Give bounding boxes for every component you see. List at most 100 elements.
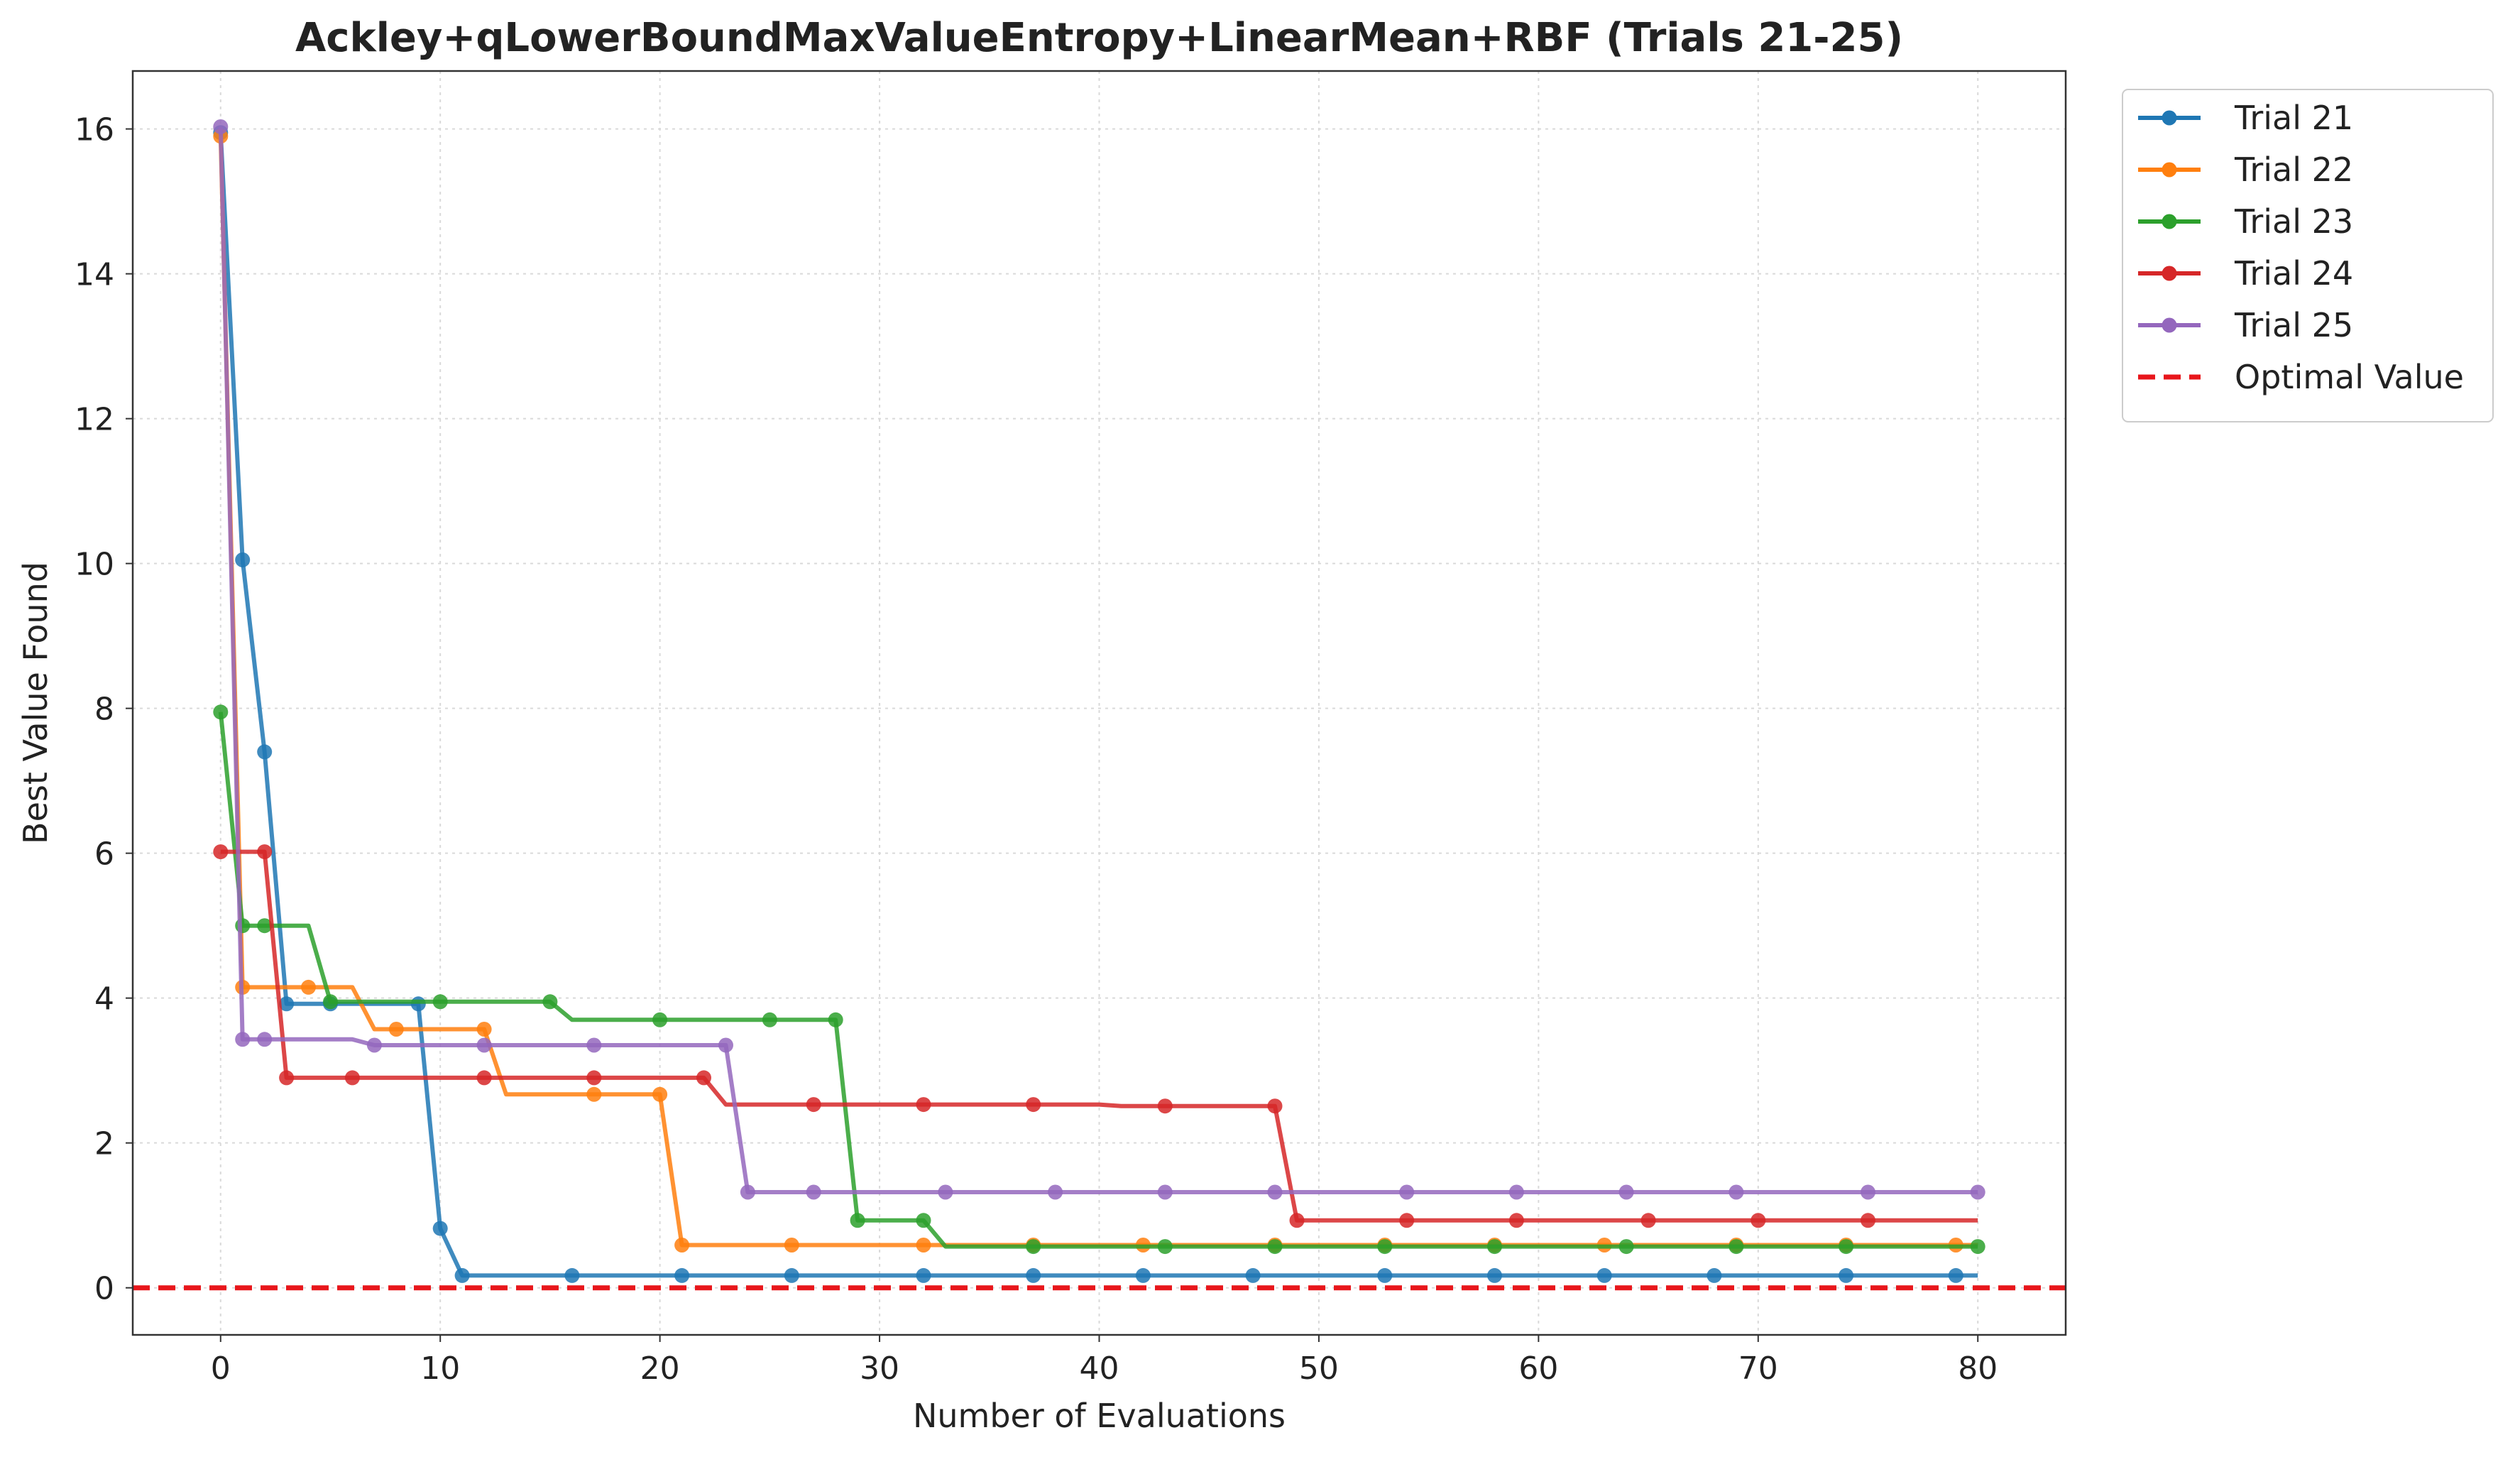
data-point xyxy=(257,744,273,760)
legend-label: Trial 21 xyxy=(2234,99,2353,137)
x-tick-label: 30 xyxy=(860,1350,899,1387)
data-point xyxy=(235,1032,251,1047)
data-point xyxy=(916,1097,931,1113)
data-point xyxy=(1861,1184,1875,1200)
data-point xyxy=(850,1213,865,1228)
data-point xyxy=(257,1032,273,1047)
data-point xyxy=(366,1037,382,1053)
series-trial-22 xyxy=(213,129,1978,1253)
series-trial-21 xyxy=(213,125,1978,1283)
data-point xyxy=(1135,1267,1151,1283)
data-point xyxy=(1377,1267,1393,1283)
data-point xyxy=(1839,1267,1854,1283)
y-tick-label: 4 xyxy=(94,981,114,1017)
data-point xyxy=(784,1238,799,1253)
y-tick-label: 14 xyxy=(75,257,114,293)
data-point xyxy=(1267,1098,1283,1114)
data-point xyxy=(1487,1267,1502,1283)
chart-title: Ackley+qLowerBoundMaxValueEntropy+Linear… xyxy=(295,15,1903,61)
x-tick-label: 80 xyxy=(1958,1350,1998,1387)
data-point xyxy=(1508,1213,1524,1228)
y-tick-label: 0 xyxy=(94,1271,114,1307)
data-point xyxy=(784,1267,799,1283)
data-point xyxy=(938,1184,953,1200)
data-point xyxy=(257,844,273,860)
data-point xyxy=(806,1097,821,1113)
data-point xyxy=(1026,1267,1041,1283)
y-tick-label: 8 xyxy=(94,692,114,728)
data-point xyxy=(1399,1184,1415,1200)
data-point xyxy=(652,1086,668,1102)
data-point xyxy=(1048,1184,1063,1200)
data-point xyxy=(586,1070,602,1086)
data-point xyxy=(916,1238,931,1253)
data-point xyxy=(432,1221,448,1236)
data-point xyxy=(1289,1213,1305,1228)
data-point xyxy=(1157,1184,1173,1200)
legend-label: Optimal Value xyxy=(2235,358,2464,396)
data-point xyxy=(476,1070,492,1086)
series-trial-24 xyxy=(213,844,1978,1228)
data-point xyxy=(1970,1184,1985,1200)
x-tick-label: 50 xyxy=(1299,1350,1339,1387)
x-axis-label: Number of Evaluations xyxy=(913,1397,1286,1435)
legend-label: Trial 25 xyxy=(2234,306,2353,344)
legend-marker xyxy=(2162,266,2177,281)
data-point xyxy=(476,1022,492,1037)
data-point xyxy=(1707,1267,1722,1283)
legend: Trial 21 Trial 22 Trial 23 Trial 24 Trial 25… xyxy=(2122,89,2494,422)
data-point xyxy=(454,1267,470,1283)
data-point xyxy=(806,1184,821,1200)
legend-label: Trial 23 xyxy=(2234,202,2353,241)
data-point xyxy=(1640,1213,1656,1228)
data-point xyxy=(213,119,229,134)
y-tick-label: 6 xyxy=(94,836,114,873)
legend-entry: Trial 22 xyxy=(2138,151,2353,189)
y-tick-label: 16 xyxy=(75,112,114,148)
legend-entry: Trial 24 xyxy=(2138,254,2353,293)
data-point xyxy=(1026,1239,1041,1255)
data-point xyxy=(1970,1239,1985,1255)
data-point xyxy=(916,1213,931,1228)
data-point xyxy=(1487,1239,1502,1255)
data-point xyxy=(1729,1239,1744,1255)
x-tick-label: 0 xyxy=(211,1350,231,1387)
data-point xyxy=(1839,1239,1854,1255)
data-point xyxy=(586,1037,602,1053)
data-point xyxy=(1948,1267,1963,1283)
legend-box xyxy=(2122,89,2494,422)
data-point xyxy=(1729,1184,1744,1200)
data-point xyxy=(388,1022,404,1037)
data-point xyxy=(1399,1213,1415,1228)
data-point xyxy=(1596,1267,1612,1283)
data-point xyxy=(1861,1213,1875,1228)
data-point xyxy=(1157,1239,1173,1255)
data-point xyxy=(213,704,229,720)
x-tick-label: 40 xyxy=(1080,1350,1119,1387)
data-point xyxy=(235,552,251,567)
axis-ticks: 0 10 20 30 40 50 60 70 80 0 2 4 6 8 10 12 14 16 xyxy=(75,112,1998,1387)
data-point xyxy=(1618,1184,1634,1200)
data-point xyxy=(344,1070,360,1086)
data-point xyxy=(1026,1097,1041,1113)
y-tick-label: 12 xyxy=(75,402,114,438)
data-point xyxy=(542,994,558,1010)
legend-entry: Trial 21 xyxy=(2138,99,2353,137)
data-point xyxy=(279,1070,295,1086)
legend-marker xyxy=(2162,214,2177,229)
data-point xyxy=(586,1086,602,1102)
x-tick-label: 10 xyxy=(420,1350,460,1387)
series-trial-23 xyxy=(213,704,1985,1255)
x-tick-label: 70 xyxy=(1738,1350,1778,1387)
data-point xyxy=(1157,1098,1173,1114)
data-point xyxy=(1245,1267,1261,1283)
data-point xyxy=(1751,1213,1766,1228)
legend-label: Trial 22 xyxy=(2234,151,2353,189)
x-tick-label: 60 xyxy=(1518,1350,1558,1387)
data-point xyxy=(696,1070,711,1086)
data-point xyxy=(674,1238,690,1253)
data-point xyxy=(235,918,251,934)
data-point xyxy=(213,844,229,860)
legend-entry: Optimal Value xyxy=(2138,358,2464,396)
